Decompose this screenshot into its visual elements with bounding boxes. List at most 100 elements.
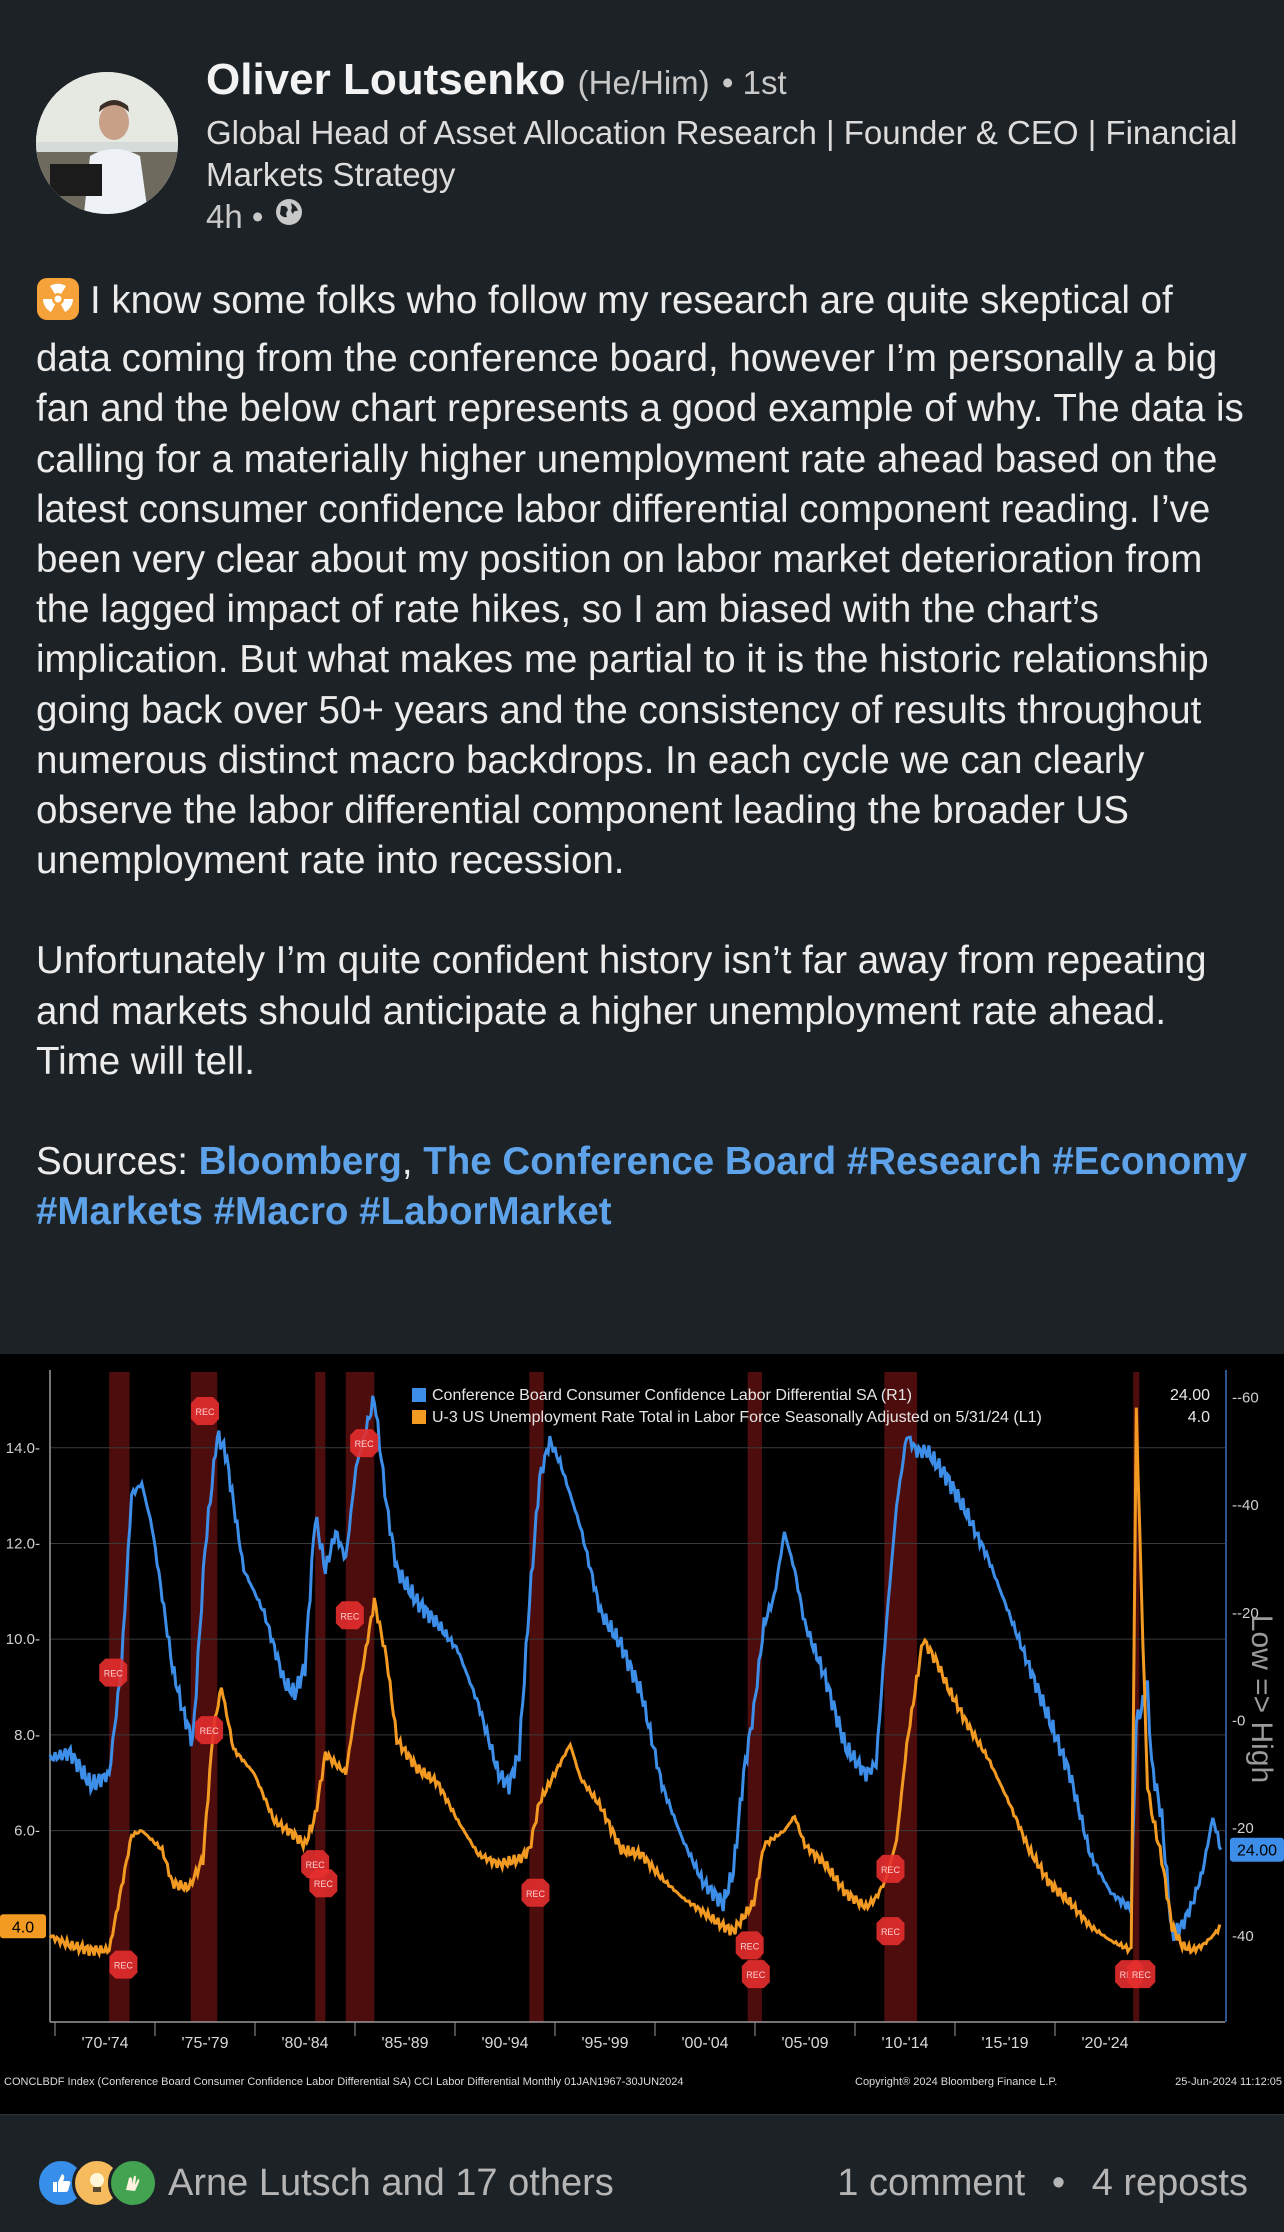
connection-degree: • 1st xyxy=(721,64,787,101)
rec-marker-label: REC xyxy=(104,1669,124,1679)
x-tick-label: '05-'09 xyxy=(781,2035,828,2052)
reposts-count[interactable]: 4 reposts xyxy=(1091,2162,1248,2204)
rec-marker-3 xyxy=(195,1716,224,1745)
x-tick-label: '80-'84 xyxy=(281,2035,328,2052)
left-tick-label: 14.0- xyxy=(6,1440,40,1457)
avatar[interactable] xyxy=(36,72,178,214)
recession-band-7 xyxy=(1133,1372,1140,2022)
rec-marker-6 xyxy=(335,1601,364,1630)
x-tick-label: '00-'04 xyxy=(681,2035,728,2052)
chart-footer-right: 25-Jun-2024 11:12:05 xyxy=(1175,2076,1282,2088)
globe-icon xyxy=(273,196,305,237)
post-paragraph-1: I know some folks who follow my research… xyxy=(36,276,1256,886)
left-tick-label: 12.0- xyxy=(6,1535,40,1552)
chart-svg: 14.0- 12.0- 10.0- 8.0- 6.0- --60 --40 --20 -0 -20… xyxy=(0,1370,1284,2088)
last-value-left-box xyxy=(0,1914,46,1939)
hashtag-economy[interactable]: #Economy xyxy=(1052,1140,1248,1184)
last-value-left: 4.0 xyxy=(12,1919,34,1936)
source-link-conference-board[interactable]: The Conference Board xyxy=(423,1140,837,1184)
rec-marker-label: REC xyxy=(340,1611,360,1621)
hashtag-labormarket[interactable]: #LaborMarket xyxy=(359,1190,612,1234)
recession-band-2 xyxy=(315,1372,326,2022)
recession-band-3 xyxy=(345,1372,375,2022)
celebrate-icon xyxy=(108,2158,158,2208)
post-body: I know some folks who follow my research… xyxy=(36,276,1256,1237)
legend-value-0: 24.00 xyxy=(1170,1387,1210,1404)
rec-marker-label: REC xyxy=(746,1970,766,1980)
chart-footer-left: CONCLBDF Index (Conference Board Consume… xyxy=(4,2076,684,2088)
right-axis-title: Low => High xyxy=(1245,1615,1278,1783)
sources-separator: , xyxy=(401,1140,424,1184)
legend-swatch-0 xyxy=(412,1388,426,1402)
rec-marker-0 xyxy=(99,1658,128,1687)
post-paragraph-1-text: I know some folks who follow my research… xyxy=(36,279,1244,883)
x-tick-label: '75-'79 xyxy=(181,2035,228,2052)
rec-marker-10 xyxy=(741,1960,770,1989)
x-tick-label: '10-'14 xyxy=(881,2035,928,2052)
stats-separator: • xyxy=(1051,2162,1066,2204)
x-tick-label: '85-'89 xyxy=(381,2035,428,2052)
comments-count[interactable]: 1 comment xyxy=(837,2162,1026,2204)
rec-marker-2 xyxy=(191,1396,220,1425)
author-headline: Global Head of Asset Allocation Research… xyxy=(206,114,1238,193)
rec-marker-label: REC xyxy=(740,1941,760,1951)
rec-marker-9 xyxy=(735,1931,764,1960)
recession-band-0 xyxy=(109,1372,130,2022)
labor-differential-line xyxy=(48,1395,1223,1942)
post-paragraph-2: Unfortunately I’m quite confident histor… xyxy=(36,939,1207,1083)
rec-marker-12 xyxy=(876,1917,905,1946)
rec-marker-label: REC xyxy=(881,1927,901,1937)
source-link-bloomberg[interactable]: Bloomberg xyxy=(198,1140,402,1184)
rec-marker-11 xyxy=(876,1854,905,1883)
hashtag-macro[interactable]: #Macro xyxy=(213,1190,349,1234)
rec-marker-14 xyxy=(1127,1960,1156,1989)
post-time: 4h • xyxy=(206,197,264,235)
rec-marker-label: REC xyxy=(526,1889,546,1899)
reactors-text[interactable]: Arne Lutsch and 17 others xyxy=(168,2162,614,2204)
right-tick-label: -40 xyxy=(1232,1928,1254,1945)
social-bar xyxy=(0,2114,1284,2232)
chart-footer-mid: Copyright® 2024 Bloomberg Finance L.P. xyxy=(855,2076,1057,2088)
right-tick-label: -0 xyxy=(1232,1713,1245,1730)
right-tick-label: --20 xyxy=(1232,1605,1259,1622)
engagement-stats: 1 comment • 4 reposts xyxy=(837,2158,1248,2208)
right-tick-label: -20 xyxy=(1232,1820,1254,1837)
rec-marker-1 xyxy=(109,1950,138,1979)
rec-marker-label: REC xyxy=(881,1865,901,1875)
hashtag-research[interactable]: #Research xyxy=(846,1140,1042,1184)
rec-marker-label: REC xyxy=(200,1726,220,1736)
left-tick-label: 8.0- xyxy=(14,1727,40,1744)
rec-marker-label: REC xyxy=(355,1439,375,1449)
reaction-icons[interactable] xyxy=(36,2158,158,2208)
rec-marker-8 xyxy=(521,1878,550,1907)
rec-marker-label: REC xyxy=(306,1860,326,1870)
rec-marker-7 xyxy=(350,1429,379,1458)
legend-value-1: 4.0 xyxy=(1188,1409,1210,1426)
legend-swatch-1 xyxy=(412,1410,426,1424)
author-name[interactable]: Oliver Loutsenko xyxy=(206,55,566,104)
post-meta: 4h • xyxy=(206,196,305,237)
recession-band-4 xyxy=(529,1372,544,2022)
x-tick-label: '15-'19 xyxy=(981,2035,1028,2052)
chart-image[interactable]: 14.0- 12.0- 10.0- 8.0- 6.0- --60 --40 --20 -0 -20… xyxy=(0,1354,1284,2114)
x-tick-label: '70-'74 xyxy=(81,2035,128,2052)
post-header: Oliver Loutsenko (He/Him) • 1st Global H… xyxy=(0,0,1284,240)
left-tick-label: 10.0- xyxy=(6,1631,40,1648)
radioactive-icon xyxy=(36,277,80,334)
x-tick-label: '95-'99 xyxy=(581,2035,628,2052)
post-sources: Sources: Bloomberg, The Conference Board… xyxy=(36,1137,1256,1237)
rec-marker-label: REC xyxy=(196,1407,216,1417)
legend-label-0: Conference Board Consumer Confidence Lab… xyxy=(432,1387,912,1404)
hashtag-markets[interactable]: #Markets xyxy=(36,1190,203,1234)
rec-marker-5 xyxy=(309,1869,338,1898)
sources-label: Sources: xyxy=(36,1140,199,1184)
rec-marker-label: REC xyxy=(114,1961,134,1971)
author-pronouns: (He/Him) xyxy=(577,64,710,101)
last-value-right: 24.00 xyxy=(1237,1843,1277,1860)
rec-marker-label: REC xyxy=(314,1879,334,1889)
right-tick-label: --40 xyxy=(1232,1497,1259,1514)
x-tick-label: '90-'94 xyxy=(481,2035,528,2052)
legend-label-1: U-3 US Unemployment Rate Total in Labor … xyxy=(432,1409,1042,1426)
last-value-right-box xyxy=(1230,1837,1284,1862)
x-tick-label: '20-'24 xyxy=(1081,2035,1128,2052)
